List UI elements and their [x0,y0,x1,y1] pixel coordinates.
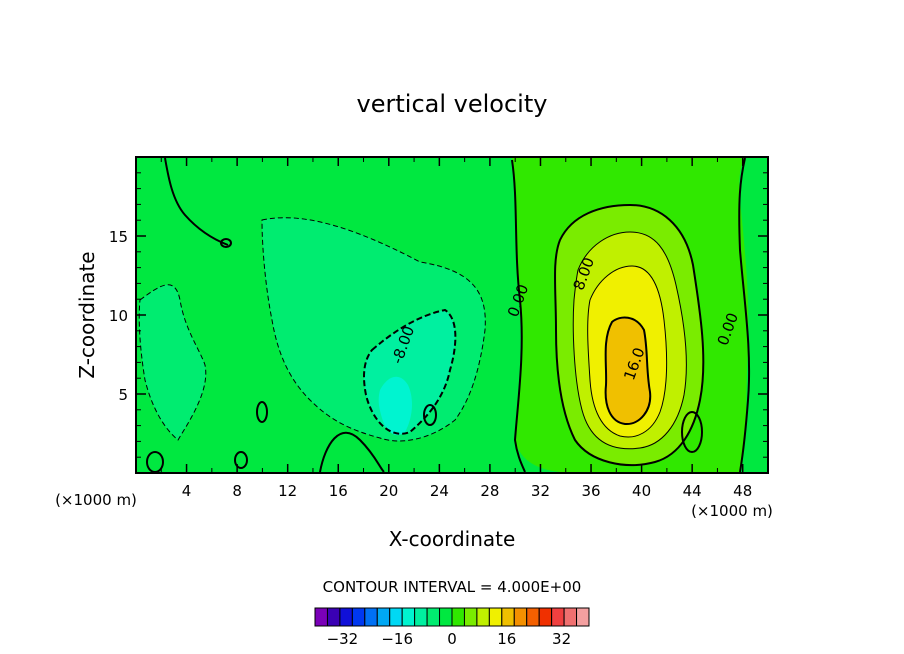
x-axis: 4 8 12 16 20 24 28 32 36 40 44 48 [160,157,752,500]
region-negative-weak [139,284,206,440]
colorbar-swatch [513,607,528,627]
colorbar-tick-label: −16 [381,630,413,648]
plot-area [136,157,768,473]
x-tick-label: 24 [430,482,449,500]
x-tick-label: 12 [278,482,297,500]
colorbar-swatch [326,607,341,627]
colorbar-swatch [551,607,565,627]
colorbar-swatch [314,607,328,627]
zero-contour [738,157,751,473]
colorbar-swatch [501,607,515,627]
x-tick-label: 48 [733,482,752,500]
colorbar-swatch [414,607,428,627]
colorbar-swatch [526,607,540,627]
contour-16 [604,316,652,426]
small-contour [681,411,703,453]
x-axis-label: X-coordinate [389,527,516,551]
contour-minus-8 [363,308,457,435]
y-tick-label: 10 [109,307,128,325]
contour-minus-4 [138,284,207,441]
colorbar: −32 −16 0 16 32 [314,607,590,648]
small-contour [234,451,248,469]
region-positive-core [605,317,651,425]
y-axis-label: Z-coordinate [75,251,99,378]
contour-4 [572,231,687,450]
y-tick-label: 15 [109,228,128,246]
contour-interval-label: CONTOUR INTERVAL = 4.000E+00 [323,578,582,596]
x-tick-label: 20 [379,482,398,500]
x-unit-right: (×1000 m) [691,502,773,520]
x-tick-label: 4 [182,482,192,500]
colorbar-swatch [351,607,366,627]
colorbar-swatch [376,607,391,627]
region-negative-core [378,376,412,436]
zero-contour [319,431,385,473]
chart-title: vertical velocity [357,90,548,118]
zero-contour [511,159,526,473]
x-tick-label: 44 [683,482,702,500]
colorbar-swatch [463,607,478,627]
x-tick-label: 32 [531,482,550,500]
x-tick-label: 16 [329,482,348,500]
x-tick-label: 8 [232,482,242,500]
colorbar-tick-label: 0 [447,630,457,648]
colorbar-swatch [476,607,490,627]
small-contour [220,238,232,248]
x-unit-left: (×1000 m) [55,491,137,509]
colorbar-swatch [563,607,578,627]
colorbar-swatch [538,607,553,627]
colorbar-swatch [401,607,416,627]
x-tick-label: 28 [480,482,499,500]
colorbar-swatch [389,607,403,627]
small-contour [423,404,437,426]
colorbar-swatch [451,607,465,627]
small-contour [256,401,268,423]
colorbar-tick-label: 32 [552,630,571,648]
contour-8 [554,203,705,466]
colorbar-swatch [576,607,590,627]
x-tick-label: 36 [581,482,600,500]
colorbar-tick-label: −32 [327,630,359,648]
contour-12 [587,265,668,438]
y-axis: 5 10 15 [109,172,768,458]
colorbar-swatch [426,607,441,627]
contour-minus-4 [261,217,486,442]
colorbar-tick-label: 16 [497,630,516,648]
contour-lines [138,157,751,473]
zero-contour [164,157,229,246]
colorbar-swatch [488,607,503,627]
colorbar-swatch [339,607,353,627]
y-tick-label: 5 [118,386,128,404]
x-tick-label: 40 [632,482,651,500]
colorbar-swatch [364,607,378,627]
colorbar-swatch [439,607,453,627]
